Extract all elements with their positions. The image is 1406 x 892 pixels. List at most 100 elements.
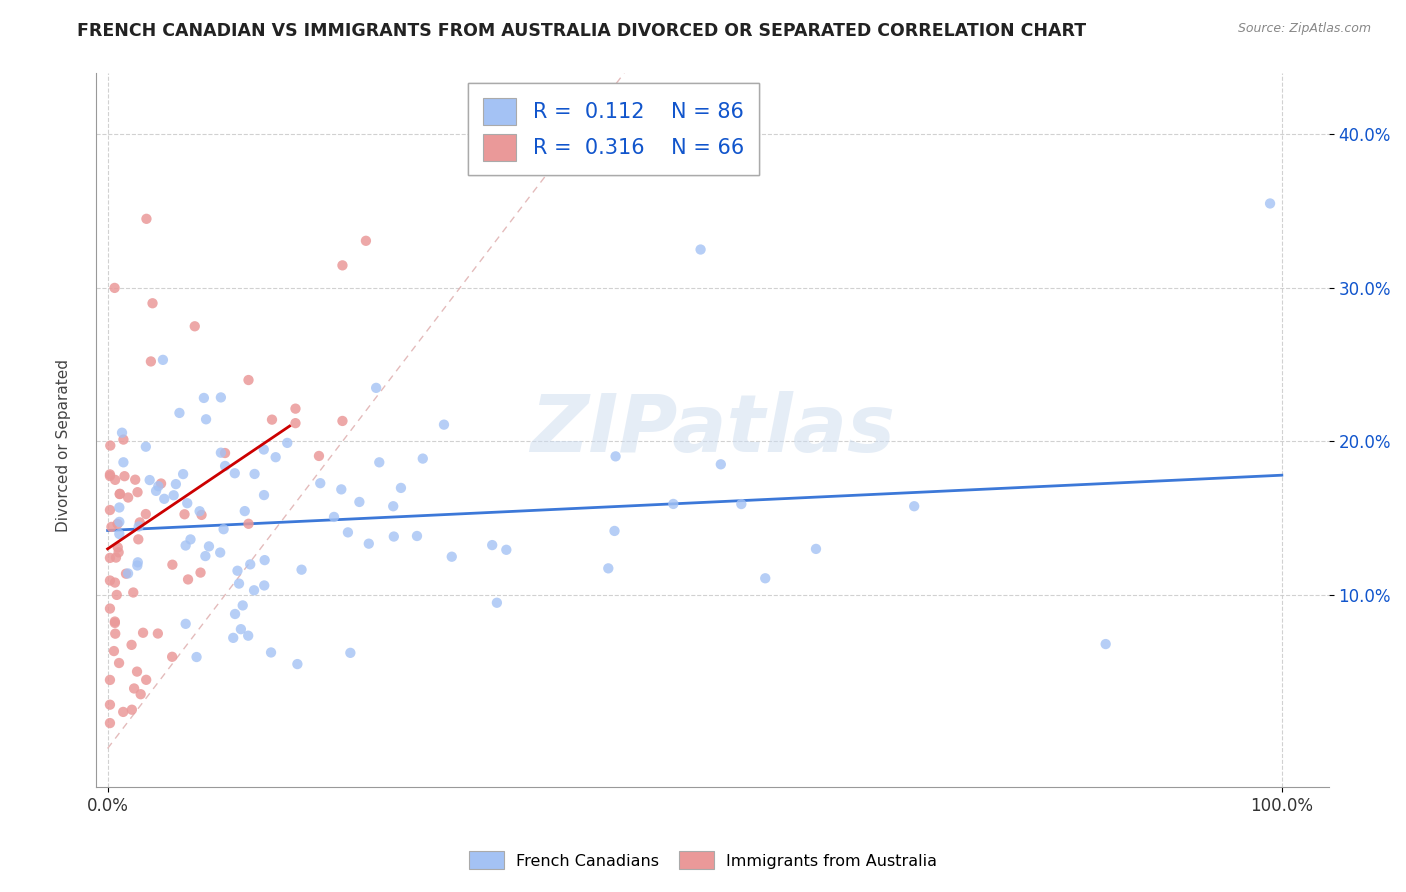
Point [412, 451, 434, 466]
Point [243, 467, 266, 481]
Point [332, 414, 354, 428]
Point [169, 406, 191, 420]
Point [330, 483, 353, 497]
Point [177, 573, 200, 587]
Point [228, 576, 250, 591]
Point [108, 527, 131, 541]
Point [104, 626, 127, 640]
Point [184, 319, 207, 334]
Point [128, 516, 150, 530]
Point [152, 352, 174, 367]
Point [232, 599, 254, 613]
Point [135, 507, 157, 521]
Point [349, 495, 371, 509]
Point [112, 455, 135, 469]
Point [195, 412, 218, 426]
Point [127, 555, 149, 569]
Point [98, 698, 121, 712]
Point [98, 673, 121, 687]
Point [209, 446, 232, 460]
Point [354, 234, 377, 248]
Point [121, 638, 143, 652]
Point [127, 533, 149, 547]
Point [173, 508, 195, 522]
Point [222, 631, 245, 645]
Point [308, 449, 330, 463]
Point [188, 504, 211, 518]
Point [104, 615, 127, 630]
Point [754, 571, 776, 585]
Point [125, 665, 148, 679]
Point [174, 539, 197, 553]
Point [389, 481, 412, 495]
Point [128, 519, 150, 533]
Point [98, 550, 121, 565]
Text: Source: ZipAtlas.com: Source: ZipAtlas.com [1237, 22, 1371, 36]
Point [153, 491, 176, 506]
Point [112, 705, 135, 719]
Point [730, 497, 752, 511]
Point [98, 469, 121, 483]
Point [209, 545, 232, 559]
Point [108, 487, 131, 501]
Point [382, 530, 405, 544]
Point [114, 469, 136, 483]
Point [148, 479, 170, 493]
Point [253, 488, 276, 502]
Point [121, 703, 143, 717]
Point [710, 458, 733, 472]
Point [124, 473, 146, 487]
Point [108, 487, 131, 501]
Legend: French Canadians, Immigrants from Australia: French Canadians, Immigrants from Austra… [461, 844, 945, 877]
Legend: R =  0.112    N = 86, R =  0.316    N = 66: R = 0.112 N = 86, R = 0.316 N = 66 [468, 83, 759, 176]
Point [98, 601, 121, 615]
Point [104, 615, 127, 629]
Point [253, 578, 276, 592]
Point [290, 563, 312, 577]
Point [198, 540, 221, 554]
Point [382, 500, 405, 514]
Point [165, 477, 187, 491]
Point [309, 476, 332, 491]
Point [98, 503, 121, 517]
Point [239, 558, 262, 572]
Point [160, 649, 183, 664]
Point [150, 476, 173, 491]
Point [243, 583, 266, 598]
Point [132, 625, 155, 640]
Point [108, 656, 131, 670]
Point [284, 416, 307, 430]
Point [104, 281, 127, 295]
Point [145, 483, 167, 498]
Point [193, 391, 215, 405]
Point [226, 564, 249, 578]
Point [689, 243, 711, 257]
Point [172, 467, 194, 481]
Point [238, 373, 260, 387]
Point [129, 687, 152, 701]
Point [284, 401, 307, 416]
Point [368, 455, 391, 469]
Point [224, 467, 246, 481]
Point [138, 473, 160, 487]
Point [104, 575, 127, 590]
Point [260, 412, 283, 426]
Point [163, 488, 186, 502]
Point [100, 520, 122, 534]
Point [108, 500, 131, 515]
Text: Divorced or Separated: Divorced or Separated [56, 359, 70, 533]
Point [903, 500, 925, 514]
Point [112, 433, 135, 447]
Point [104, 473, 127, 487]
Point [190, 566, 212, 580]
Point [127, 485, 149, 500]
Point [357, 536, 380, 550]
Point [104, 550, 127, 565]
Point [117, 566, 139, 581]
Point [186, 650, 208, 665]
Point [209, 391, 232, 405]
Point [141, 296, 163, 310]
Point [174, 616, 197, 631]
Point [238, 516, 260, 531]
Point [190, 508, 212, 522]
